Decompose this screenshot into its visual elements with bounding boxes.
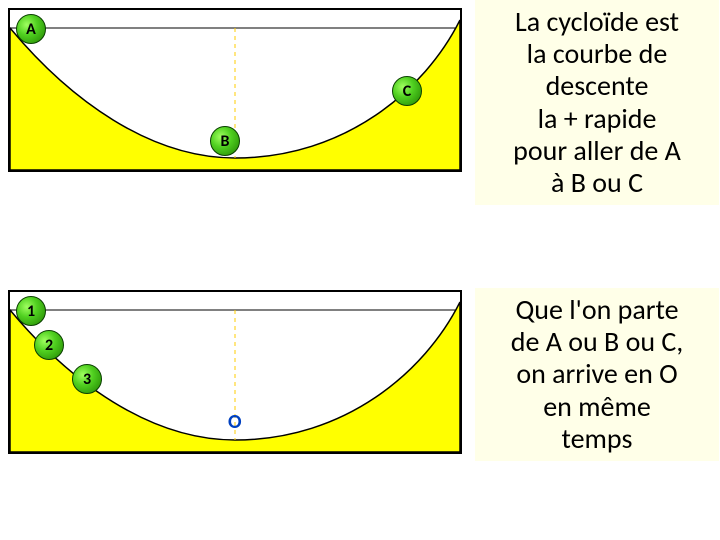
ball-2-label: 2 [45, 336, 53, 355]
ball-3: 3 [72, 364, 102, 394]
ball-c: C [392, 76, 422, 106]
diagram-bottom: 1 2 3 O [8, 290, 462, 454]
caption-bottom-line: temps [477, 423, 717, 455]
ball-a-label: A [26, 20, 36, 39]
caption-top-line: La cycloïde est [477, 6, 717, 38]
ball-b-label: B [221, 132, 230, 151]
ball-1-label: 1 [27, 302, 35, 321]
point-o-label: O [228, 410, 242, 434]
ball-b: B [210, 126, 240, 156]
ball-a: A [16, 14, 46, 44]
ball-c-label: C [403, 82, 411, 101]
caption-bottom-line: de A ou B ou C, [477, 326, 717, 358]
ball-1: 1 [16, 296, 46, 326]
caption-top-line: la courbe de [477, 38, 717, 70]
caption-top-line: la + rapide [477, 103, 717, 135]
caption-top: La cycloïde est la courbe de descente la… [475, 0, 719, 205]
ball-3-label: 3 [83, 370, 91, 389]
caption-bottom-line: on arrive en O [477, 358, 717, 390]
caption-bottom: Que l'on parte de A ou B ou C, on arrive… [475, 288, 719, 461]
ball-2: 2 [34, 330, 64, 360]
caption-top-line: pour aller de A [477, 135, 717, 167]
caption-bottom-line: en même [477, 391, 717, 423]
diagram-top: A B C [8, 8, 462, 172]
caption-top-line: descente [477, 70, 717, 102]
caption-top-line: à B ou C [477, 167, 717, 199]
caption-bottom-line: Que l'on parte [477, 294, 717, 326]
